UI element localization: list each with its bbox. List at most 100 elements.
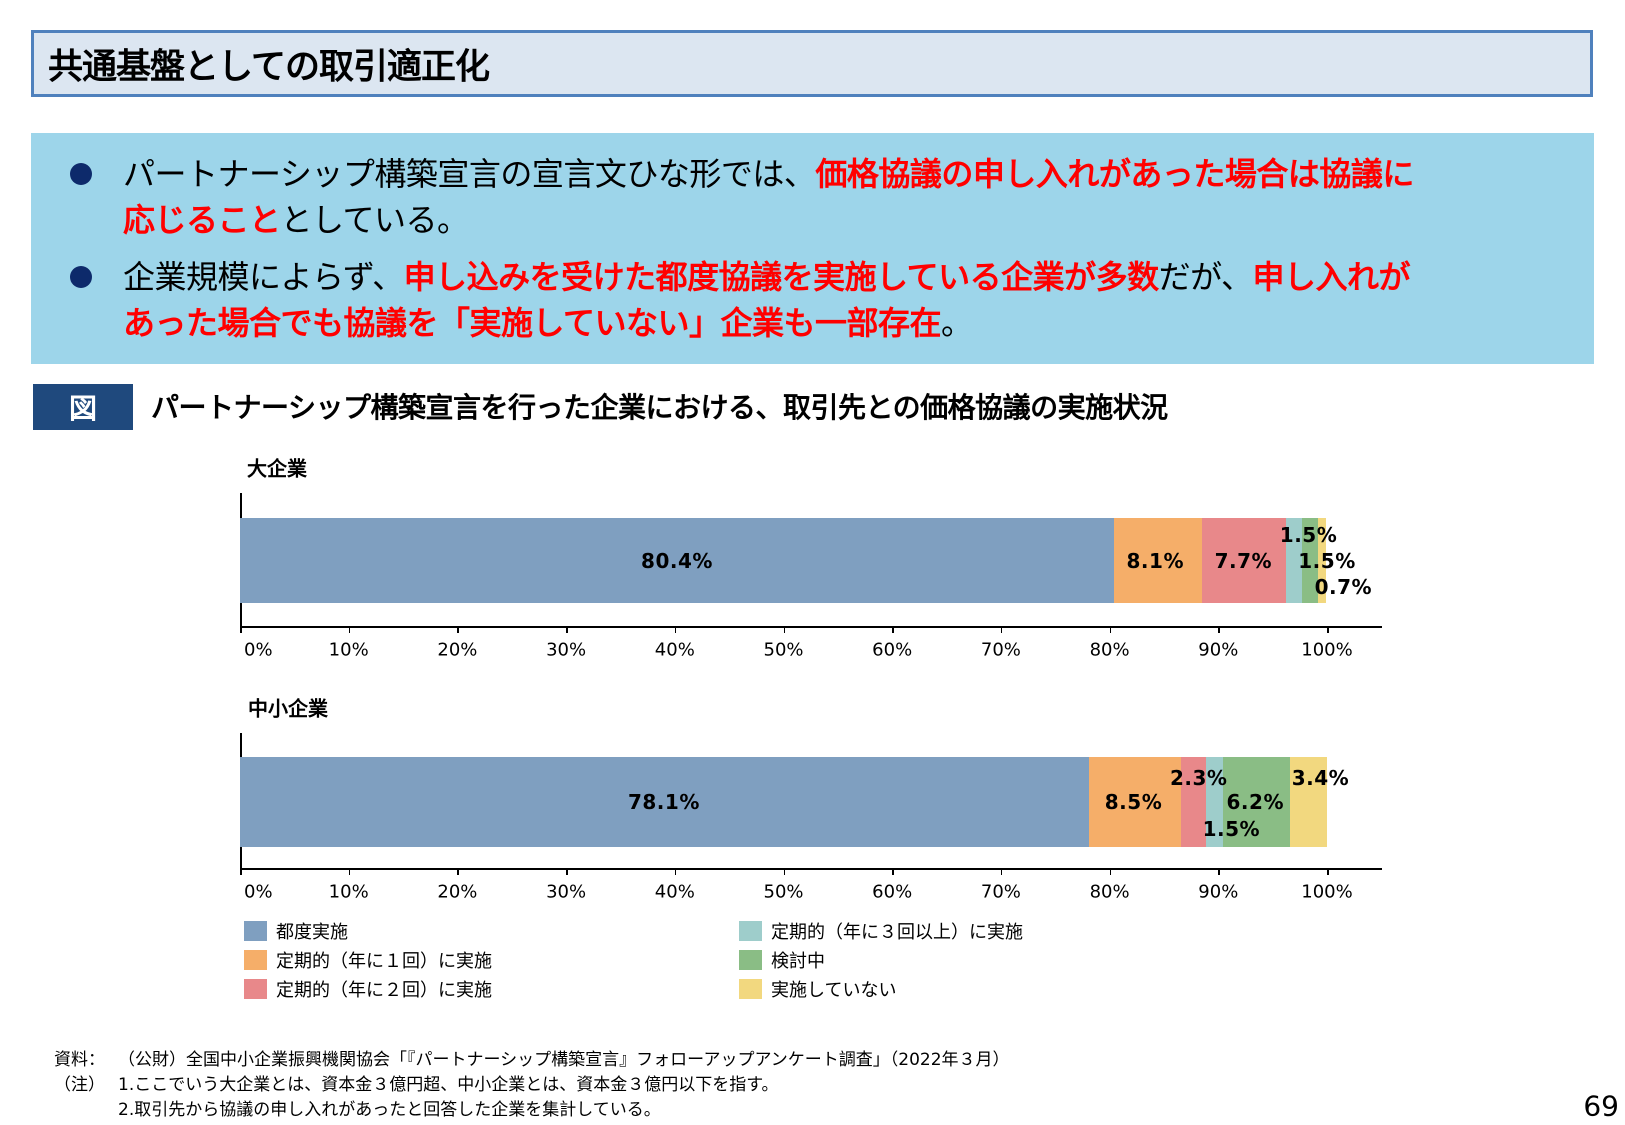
footnote-label: （注）	[54, 1075, 105, 1095]
legend-label: 定期的（年に２回）に実施	[276, 980, 492, 1001]
x-axis-tick-label: 20%	[437, 639, 478, 661]
data-label: 8.5%	[1104, 790, 1163, 814]
text-run: としている。	[280, 201, 470, 239]
footnote-text: （公財）全国中小企業振興機関協会「『パートナーシップ構築宣言』フォローアップアン…	[118, 1050, 1010, 1070]
chart-title-large-enterprises: 大企業	[247, 456, 307, 481]
x-axis-tick	[1327, 869, 1329, 875]
data-label: 8.1%	[1126, 548, 1184, 573]
x-axis-tick	[674, 869, 677, 875]
bar-segment	[1301, 518, 1319, 603]
x-axis-tick-label: 90%	[1198, 639, 1239, 661]
data-label: 1.5%	[1202, 817, 1261, 841]
x-axis-tick	[240, 627, 242, 633]
text-run: 応じること	[123, 201, 281, 239]
bar-segment	[1222, 757, 1291, 847]
legend-item: 都度実施	[244, 920, 348, 943]
x-axis-tick	[1218, 627, 1220, 633]
text-run: だが、	[1158, 258, 1253, 296]
bullet-line: 企業規模によらず、申し込みを受けた都度協議を実施している企業が多数だが、申し入れ…	[123, 254, 1411, 300]
x-axis-tick	[1109, 627, 1112, 633]
x-axis-tick-label: 30%	[546, 639, 587, 661]
x-axis-tick-label: 20%	[437, 881, 478, 903]
legend-label: 定期的（年に１回）に実施	[276, 951, 492, 972]
chart-smes: 78.1% 8.5% 2.3% 1.5% 6.2% 3.4% 0% 10% 20% 30% 40% 5…	[240, 733, 1382, 903]
bar-segment	[1290, 757, 1327, 847]
footnote-label: 資料：	[54, 1050, 105, 1070]
x-axis-tick	[783, 869, 785, 875]
x-axis-tick	[457, 627, 459, 633]
legend-swatch	[244, 921, 267, 941]
data-label: 1.5%	[1279, 522, 1338, 547]
x-axis-tick	[1327, 627, 1329, 633]
x-axis-tick	[1218, 869, 1220, 875]
x-axis-tick-label: 50%	[763, 881, 804, 903]
legend-label: 都度実施	[276, 922, 348, 943]
x-axis-tick-label: 100%	[1301, 881, 1353, 903]
legend-label: 実施していない	[771, 980, 897, 1001]
legend-label: 検討中	[771, 951, 825, 972]
data-label: 0.7%	[1314, 574, 1373, 599]
text-run: 。	[941, 304, 973, 342]
bar-segment	[1201, 518, 1286, 603]
text-run: 企業規模によらず、	[123, 258, 404, 296]
legend-item: 定期的（年に１回）に実施	[244, 949, 492, 972]
text-run: パートナーシップ構築宣言の宣言文ひな形では、	[123, 155, 816, 193]
footnote-text: 2.取引先から協議の申し入れがあったと回答した企業を集計している。	[118, 1100, 661, 1120]
x-axis-tick	[674, 627, 677, 633]
x-axis-tick-label: 60%	[872, 881, 913, 903]
bar-segment	[1206, 757, 1223, 847]
legend-label: 定期的（年に３回以上）に実施	[771, 922, 1023, 943]
data-label: 2.3%	[1169, 766, 1228, 790]
x-axis-tick-label: 70%	[980, 881, 1021, 903]
bullet-dot-icon	[70, 266, 92, 288]
data-label: 80.4%	[641, 548, 713, 573]
section-header: 共通基盤としての取引適正化	[31, 30, 1593, 97]
figure-title: パートナーシップ構築宣言を行った企業における、取引先との価格協議の実施状況	[151, 391, 1168, 424]
page-number: 69	[1583, 1089, 1619, 1123]
x-axis-tick	[240, 869, 242, 875]
x-axis-tick-label: 30%	[546, 881, 587, 903]
x-axis-tick-label: 70%	[980, 639, 1021, 661]
legend-item: 検討中	[739, 949, 825, 972]
legend-item: 定期的（年に３回以上）に実施	[739, 920, 1023, 943]
x-axis-tick-label: 60%	[872, 639, 913, 661]
legend-swatch	[244, 979, 267, 999]
x-axis-tick	[1109, 869, 1112, 875]
chart-large-enterprises: 80.4% 8.1% 7.7% 1.5% 1.5% 0.7% 0% 10% 20% 30% 40% 5…	[240, 493, 1382, 661]
text-run: 申し込みを受けた都度協議を実施している企業が多数	[403, 258, 1160, 296]
x-axis-tick	[1000, 869, 1003, 875]
data-label: 3.4%	[1291, 766, 1350, 790]
x-axis-tick	[892, 627, 894, 633]
bullet-dot-icon	[70, 163, 92, 185]
x-axis-line	[240, 626, 1382, 628]
bar-segment	[1318, 518, 1326, 603]
x-axis-tick	[348, 627, 351, 633]
x-axis-tick-label: 80%	[1089, 881, 1130, 903]
x-axis-tick	[348, 869, 351, 875]
footnote-text: 1.ここでいう大企業とは、資本金３億円超、中小企業とは、資本金３億円以下を指す。	[118, 1075, 779, 1095]
bar-segment	[240, 757, 1089, 847]
x-axis-tick-label: 80%	[1089, 639, 1130, 661]
legend-item: 定期的（年に２回）に実施	[244, 978, 492, 1001]
x-axis-tick	[892, 869, 894, 875]
summary-box: パートナーシップ構築宣言の宣言文ひな形では、価格協議の申し入れがあった場合は協議…	[31, 133, 1594, 364]
x-axis-tick	[457, 869, 459, 875]
figure-badge: 図	[33, 384, 133, 430]
legend-swatch	[739, 921, 762, 941]
bar-segment	[1088, 757, 1182, 847]
bar-segment	[1113, 518, 1202, 603]
bar-segment	[1181, 757, 1207, 847]
chart-title-smes: 中小企業	[248, 696, 328, 721]
data-label: 7.7%	[1214, 548, 1273, 573]
x-axis-tick-label: 10%	[328, 881, 369, 903]
x-axis-tick-label: 50%	[763, 639, 804, 661]
text-run: 価格協議の申し入れがあった場合は協議に	[815, 155, 1414, 193]
x-axis-tick-label: 90%	[1198, 881, 1239, 903]
text-run: 申し入れが	[1252, 258, 1411, 296]
bar-segment	[240, 518, 1114, 603]
legend-swatch	[739, 979, 762, 999]
text-run: あった場合でも協議を「実施していない」企業も一部存在	[123, 304, 942, 342]
data-label: 1.5%	[1298, 548, 1356, 573]
bullet-line: あった場合でも協議を「実施していない」企業も一部存在。	[123, 300, 1410, 346]
stacked-bar	[240, 757, 1327, 847]
